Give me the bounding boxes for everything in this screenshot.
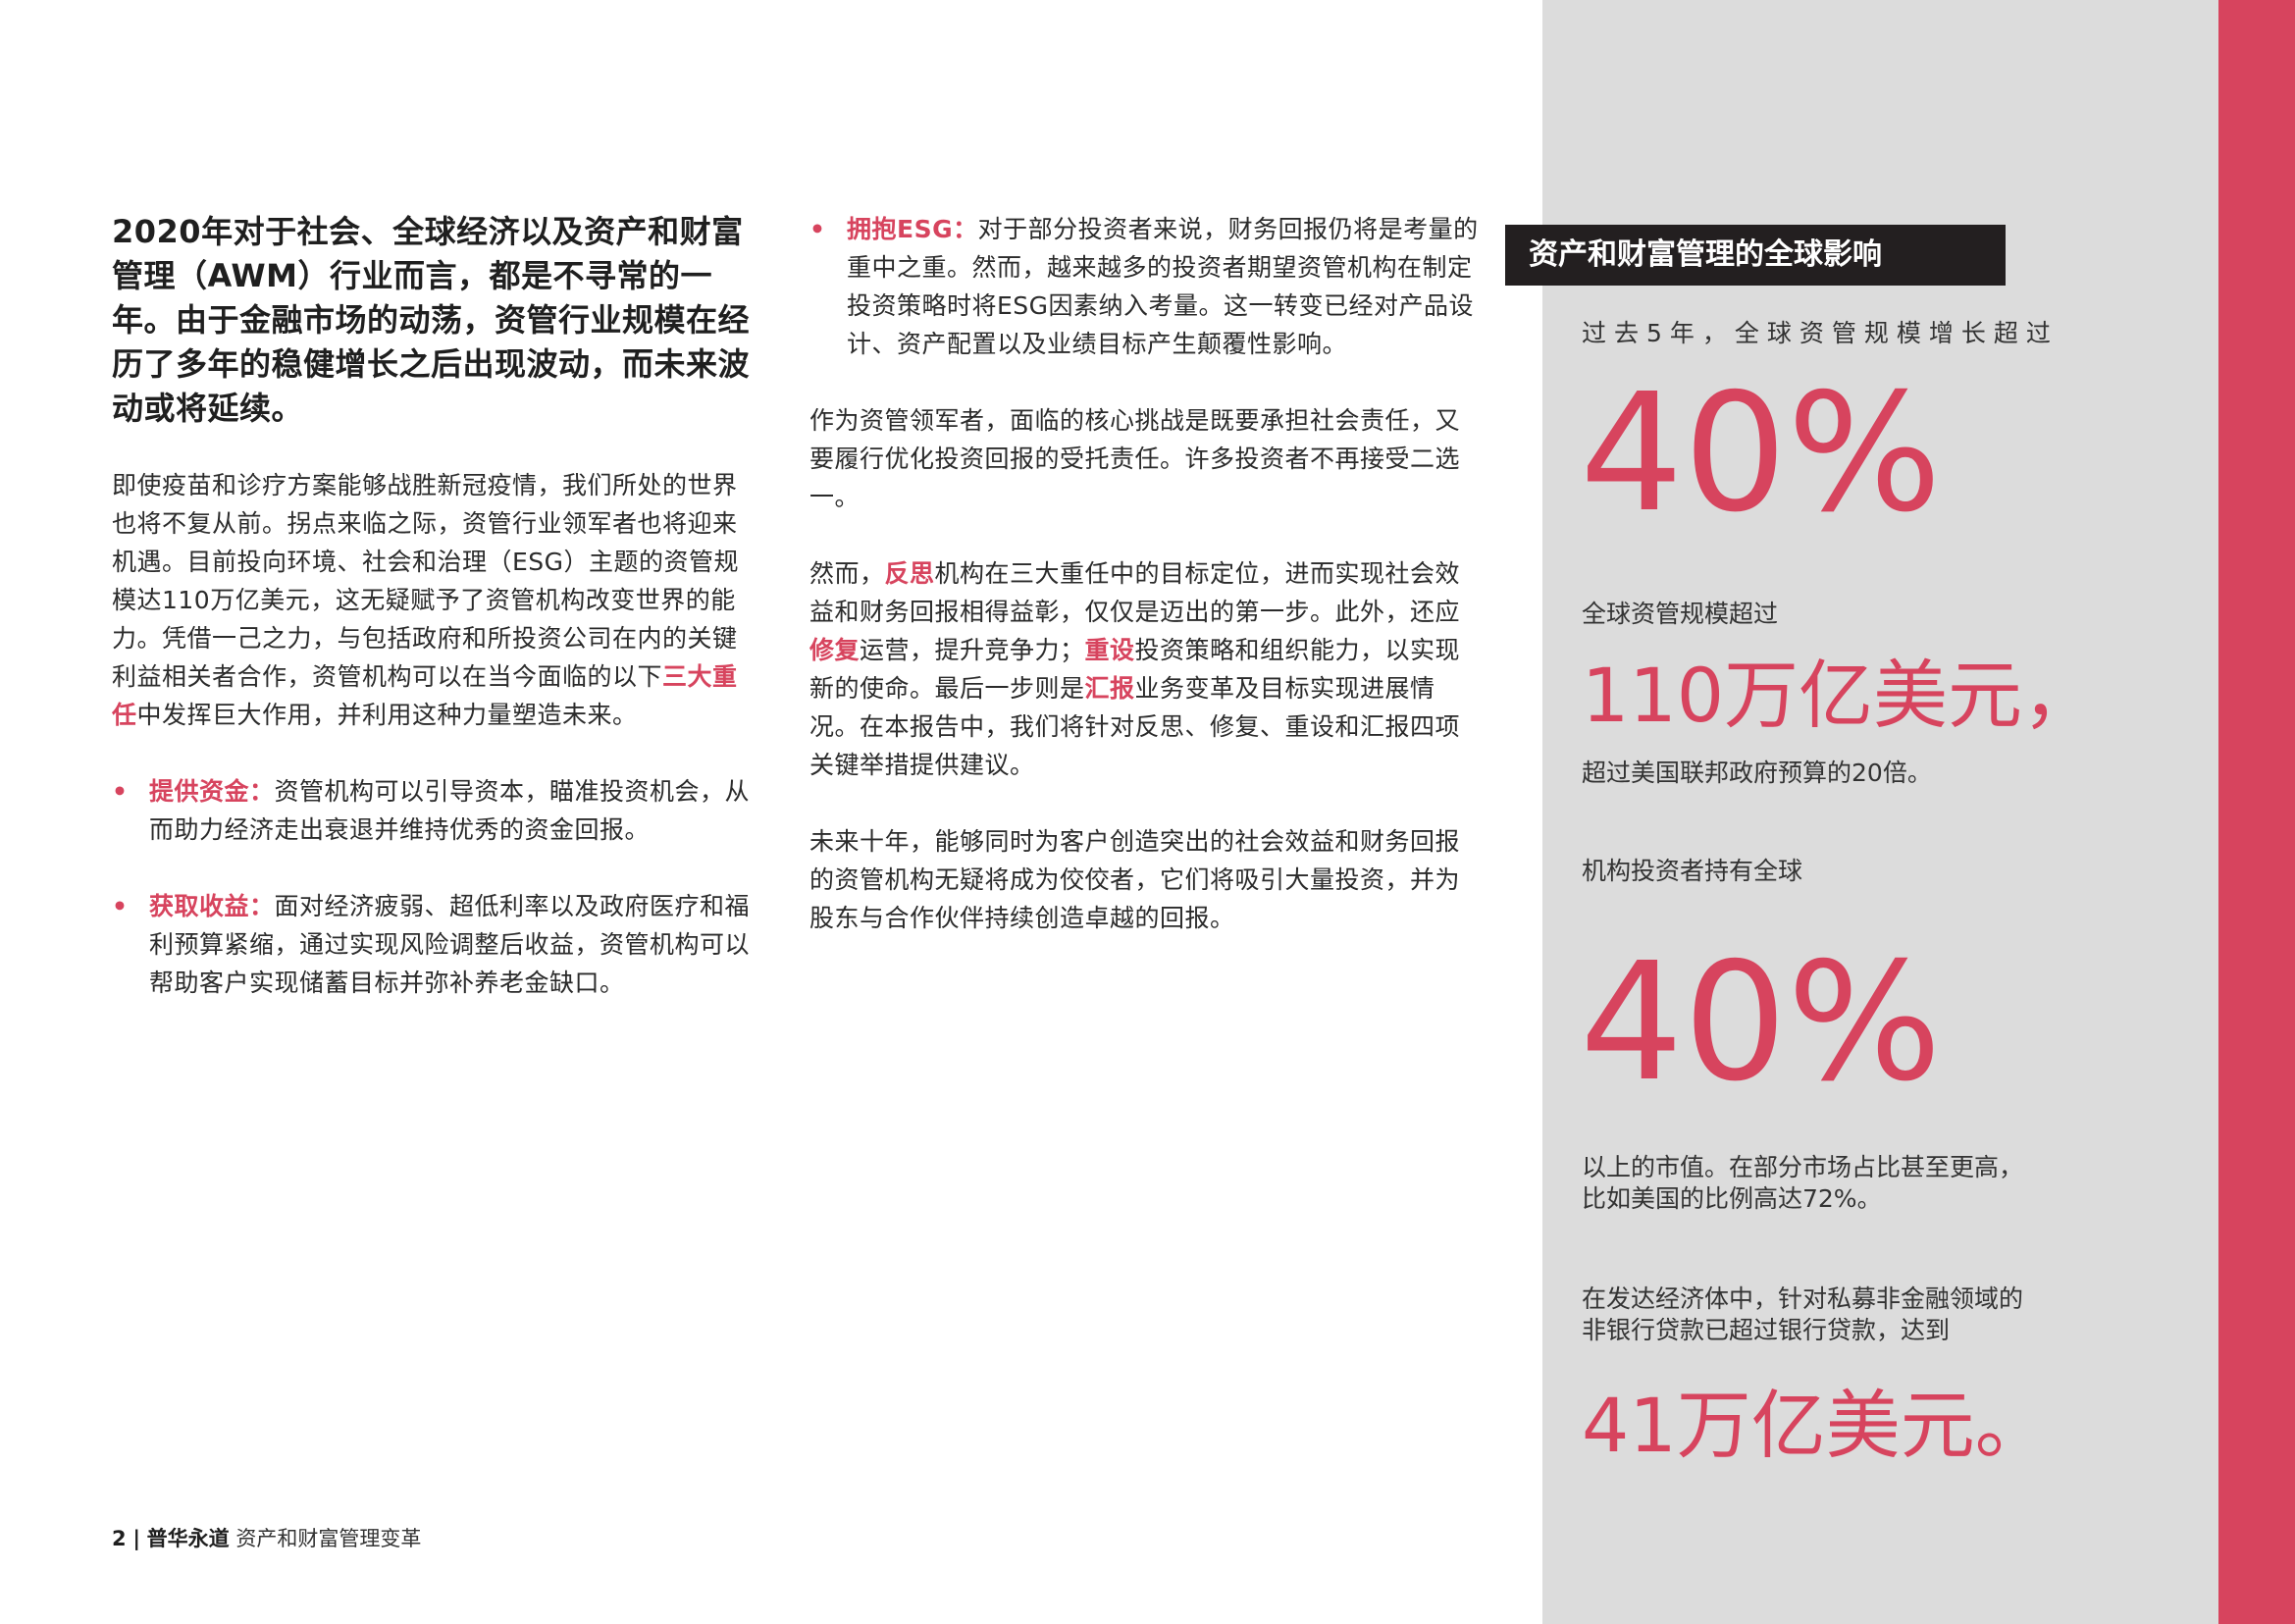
- intro-text-a: 即使疫苗和诊疗方案能够战胜新冠疫情，我们所处的世界也将不复从前。拐点来临之际，资…: [112, 471, 740, 691]
- bullet-item: • 拥抱ESG：对于部分投资者来说，财务回报仍将是考量的重中之重。然而，越来越多…: [809, 210, 1480, 363]
- actions-text: 机构在三大重任中的目标定位，进而实现社会效益和财务回报相得益彰，仅仅是迈出的第一…: [809, 559, 1461, 626]
- intro-text-b: 中发挥巨大作用，并利用这种力量塑造未来。: [136, 701, 638, 729]
- stat-label: 在发达经济体中，针对私募非金融领域的: [1582, 1284, 2024, 1313]
- stat-value: 40%: [1580, 359, 1942, 549]
- actions-text: 投资策略和组织能力，以实现新的使命。最后一步则是: [809, 636, 1461, 703]
- challenge-paragraph: 作为资管领军者，面临的核心挑战是既要承担社会责任，又要履行优化投资回报的受托责任…: [809, 406, 1461, 511]
- accent-bar: [2218, 0, 2295, 1624]
- bullet-text: 面对经济疲弱、超低利率以及政府医疗和福利预算紧缩，通过实现风险调整后收益，资管机…: [149, 892, 751, 997]
- stat-label: 机构投资者持有全球: [1582, 857, 1803, 885]
- page-footer: 2 | 普华永道 资产和财富管理变革: [112, 1523, 421, 1552]
- bullet-item: • 获取收益：面对经济疲弱、超低利率以及政府医疗和福利预算紧缩，通过实现风险调整…: [112, 887, 752, 1002]
- stat-value: 41万亿美元。: [1582, 1382, 2050, 1469]
- highlight-reset: 重设: [1084, 636, 1135, 664]
- intro-highlight: 三大重任: [112, 662, 738, 729]
- sidebar-title: 资产和财富管理的全球影响: [1505, 225, 2006, 286]
- stat-note: 比如美国的比例高达72%。: [1582, 1184, 1882, 1213]
- report-title: 资产和财富管理变革: [235, 1527, 422, 1550]
- actions-paragraph: 然而，反思机构在三大重任中的目标定位，进而实现社会效益和财务回报相得益彰，仅仅是…: [809, 554, 1480, 784]
- intro-paragraph: 即使疫苗和诊疗方案能够战胜新冠疫情，我们所处的世界也将不复从前。拐点来临之际，资…: [112, 466, 752, 734]
- bullet-text: 对于部分投资者来说，财务回报仍将是考量的重中之重。然而，越来越多的投资者期望资管…: [847, 215, 1479, 358]
- bullet-dot-icon: •: [809, 215, 826, 243]
- brand-name: 普华永道: [146, 1527, 230, 1550]
- actions-text: 业务变革及目标实现进展情况。在本报告中，我们将针对反思、修复、重设和汇报四项关键…: [809, 674, 1461, 779]
- bullet-item: • 提供资金：资管机构可以引导资本，瞄准投资机会，从而助力经济走出衰退并维持优秀…: [112, 772, 752, 849]
- stat-note: 以上的市值。在部分市场占比甚至更高，: [1582, 1153, 2024, 1181]
- bullet-title: 提供资金：: [149, 777, 275, 806]
- footer-separator: |: [132, 1527, 140, 1550]
- highlight-rethink: 反思: [884, 559, 935, 588]
- highlight-report: 汇报: [1084, 674, 1135, 703]
- bullet-text: 资管机构可以引导资本，瞄准投资机会，从而助力经济走出衰退并维持优秀的资金回报。: [149, 777, 751, 844]
- bullet-dot-icon: •: [112, 892, 129, 920]
- actions-text: 运营，提升竞争力；: [860, 636, 1085, 664]
- stat-label: 非银行贷款已超过银行贷款，达到: [1582, 1316, 1951, 1344]
- stat-value: 40%: [1580, 928, 1942, 1118]
- page-number: 2: [112, 1527, 127, 1550]
- stat-label: 过去5年，全球资管规模增长超过: [1582, 319, 2059, 347]
- lead-paragraph: 2020年对于社会、全球经济以及资产和财富管理（AWM）行业而言，都是不寻常的一…: [112, 213, 751, 427]
- middle-column: • 拥抱ESG：对于部分投资者来说，财务回报仍将是考量的重中之重。然而，越来越多…: [809, 210, 1480, 975]
- bullet-dot-icon: •: [112, 777, 129, 806]
- outlook-paragraph: 未来十年，能够同时为客户创造突出的社会效益和财务回报的资管机构无疑将成为佼佼者，…: [809, 827, 1461, 932]
- stat-label: 全球资管规模超过: [1582, 600, 1779, 628]
- highlight-repair: 修复: [809, 636, 861, 664]
- bullet-title: 获取收益：: [149, 892, 275, 920]
- stat-note: 超过美国联邦政府预算的20倍。: [1582, 759, 1932, 787]
- bullet-title: 拥抱ESG：: [847, 215, 978, 243]
- left-column: 2020年对于社会、全球经济以及资产和财富管理（AWM）行业而言，都是不寻常的一…: [112, 210, 752, 1040]
- stat-value: 110万亿美元，: [1582, 652, 2098, 739]
- actions-text: 然而，: [809, 559, 885, 588]
